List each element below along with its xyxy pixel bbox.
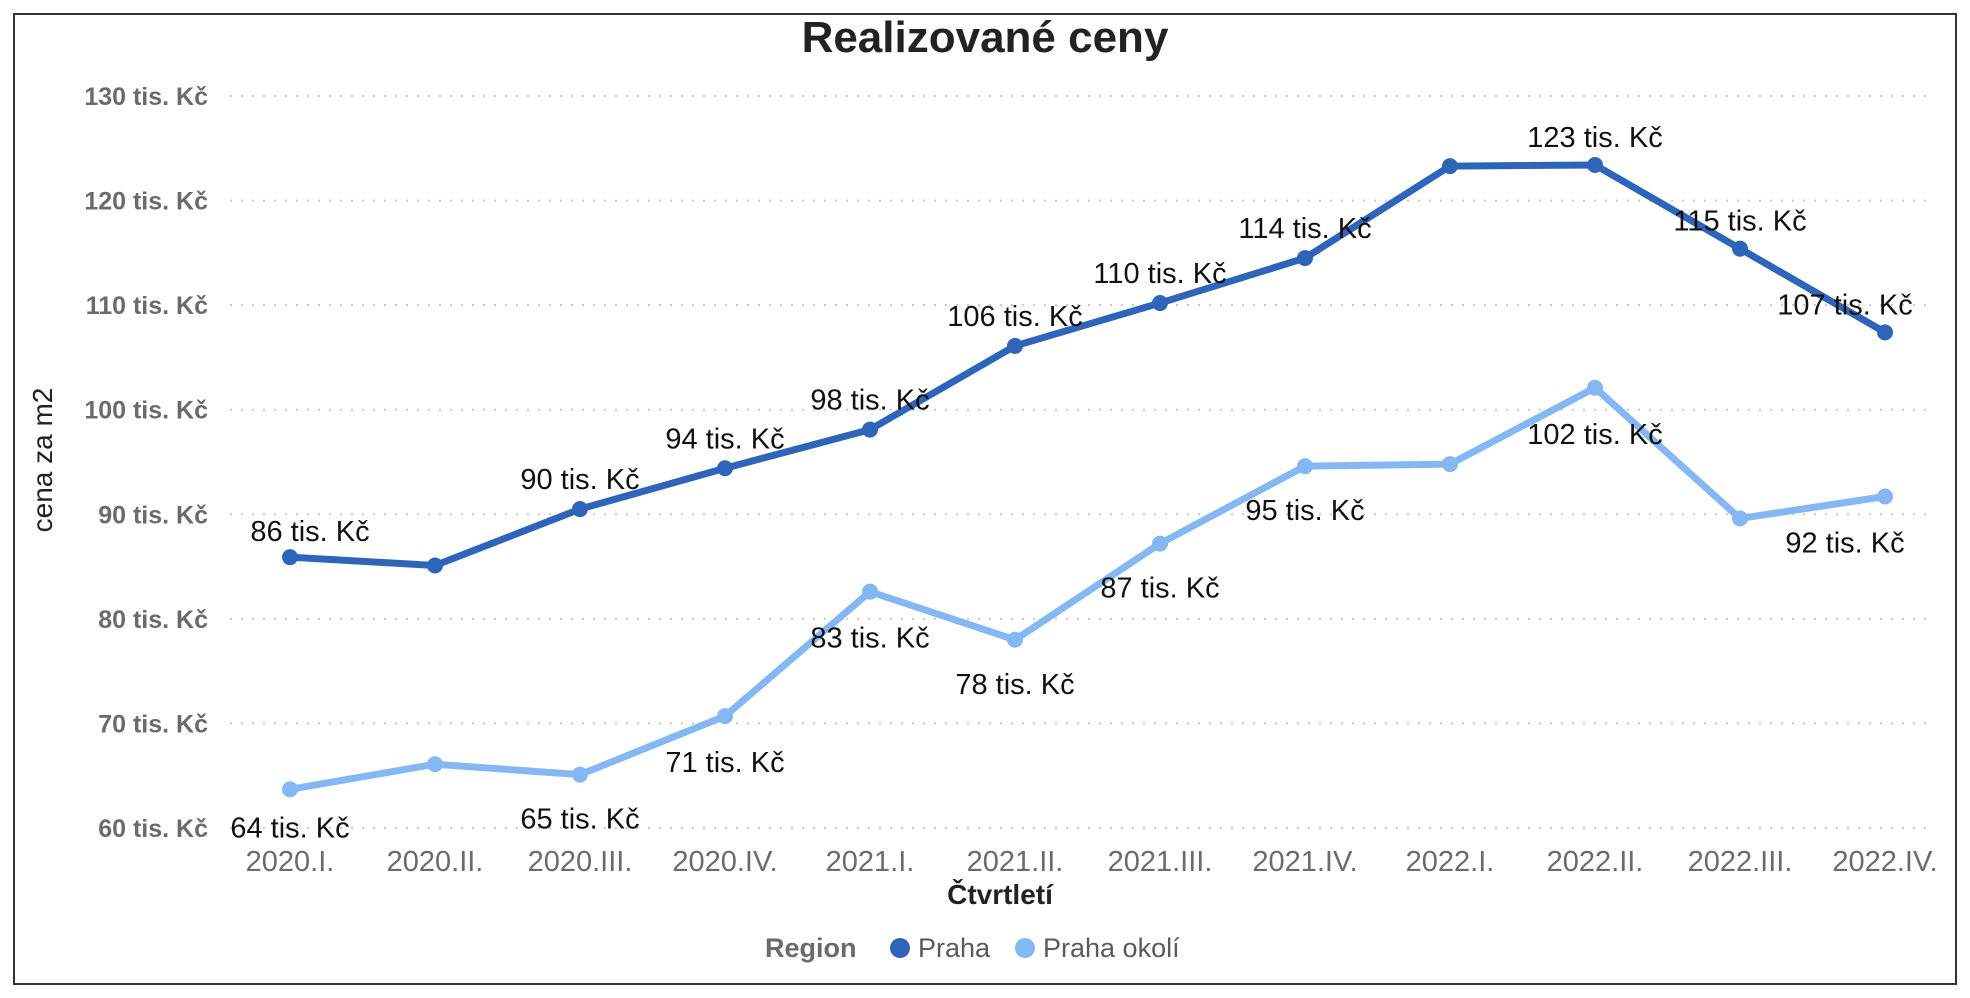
data-point [1297,458,1313,475]
legend-title: Region [765,933,857,963]
x-tick-label: 2020.I. [246,846,335,878]
y-tick-label: 60 tis. Kč [98,815,208,843]
data-label: 71 tis. Kč [665,747,784,779]
x-axis-ticks: 2020.I. 2020.II. 2020.III. 2020.IV. 2021.I. 2… [246,846,1938,878]
data-point [1587,157,1603,174]
y-tick-label: 90 tis. Kč [98,501,208,529]
data-point [572,501,588,518]
x-tick-label: 2022.I. [1406,846,1495,878]
legend-item-label: Praha okolí [1043,933,1180,963]
y-tick-label: 120 tis. Kč [84,188,208,216]
data-label: 78 tis. Kč [955,669,1074,701]
x-axis-label: Čtvrtletí [947,878,1054,910]
data-point [717,460,733,477]
data-point [282,781,298,798]
data-label: 95 tis. Kč [1245,495,1364,527]
data-label: 64 tis. Kč [230,812,349,844]
data-point [1007,631,1023,648]
data-point [862,421,878,438]
x-tick-label: 2020.II. [387,846,484,878]
x-tick-label: 2020.III. [528,846,633,878]
data-label: 115 tis. Kč [1673,206,1806,238]
series-praha-okoli [282,379,1893,798]
data-label: 123 tis. Kč [1527,122,1662,154]
x-tick-label: 2021.II. [967,846,1064,878]
legend-marker [890,938,910,958]
x-tick-label: 2021.IV. [1252,846,1357,878]
series-praha [282,157,1893,574]
data-point [1877,324,1893,341]
legend-marker [1015,938,1035,958]
x-tick-label: 2021.I. [826,846,915,878]
data-point [717,708,733,725]
series-layer [282,157,1893,798]
data-labels: 86 tis. Kč 90 tis. Kč 94 tis. Kč 98 tis. Kč… [230,122,1912,844]
series-line [286,384,1889,793]
data-label: 98 tis. Kč [810,385,929,417]
data-label: 90 tis. Kč [520,464,639,496]
x-tick-label: 2022.III. [1688,846,1793,878]
data-point [1732,240,1748,257]
data-point [1442,158,1458,175]
data-point [427,756,443,773]
data-point [572,766,588,783]
data-label: 87 tis. Kč [1100,573,1219,605]
data-label: 110 tis. Kč [1093,258,1226,290]
legend: Region Praha Praha okolí [765,933,1180,963]
x-tick-label: 2021.III. [1108,846,1213,878]
data-point [1587,379,1603,396]
data-label: 86 tis. Kč [250,516,369,548]
series-line [286,161,1889,570]
data-point [282,549,298,566]
data-point [1152,535,1168,552]
data-point [1152,295,1168,312]
y-tick-label: 70 tis. Kč [98,710,208,738]
y-axis-label: cena za m2 [27,388,58,533]
data-label: 83 tis. Kč [810,623,929,655]
data-label: 114 tis. Kč [1238,213,1371,245]
data-point [1732,510,1748,527]
data-point [1442,456,1458,473]
data-point [427,557,443,574]
data-label: 92 tis. Kč [1785,528,1904,560]
y-tick-label: 100 tis. Kč [84,397,208,425]
data-label: 94 tis. Kč [665,423,784,455]
data-point [1877,488,1893,505]
data-label: 106 tis. Kč [947,301,1082,333]
y-axis-ticks: 60 tis. Kč 70 tis. Kč 80 tis. Kč 90 tis. Kč… [84,83,208,843]
data-point [1007,337,1023,354]
legend-item-label: Praha [918,933,991,963]
x-tick-label: 2020.IV. [672,846,777,878]
data-point [862,583,878,600]
chart-title: Realizované ceny [802,13,1169,62]
data-point [1297,250,1313,267]
chart-border [13,13,1957,985]
y-tick-label: 80 tis. Kč [98,606,208,634]
y-tick-label: 130 tis. Kč [84,83,208,111]
x-tick-label: 2022.IV. [1832,846,1937,878]
data-label: 65 tis. Kč [520,804,639,836]
x-tick-label: 2022.II. [1547,846,1644,878]
y-tick-label: 110 tis. Kč [86,292,208,320]
data-label: 107 tis. Kč [1777,289,1912,321]
data-label: 102 tis. Kč [1527,419,1662,451]
